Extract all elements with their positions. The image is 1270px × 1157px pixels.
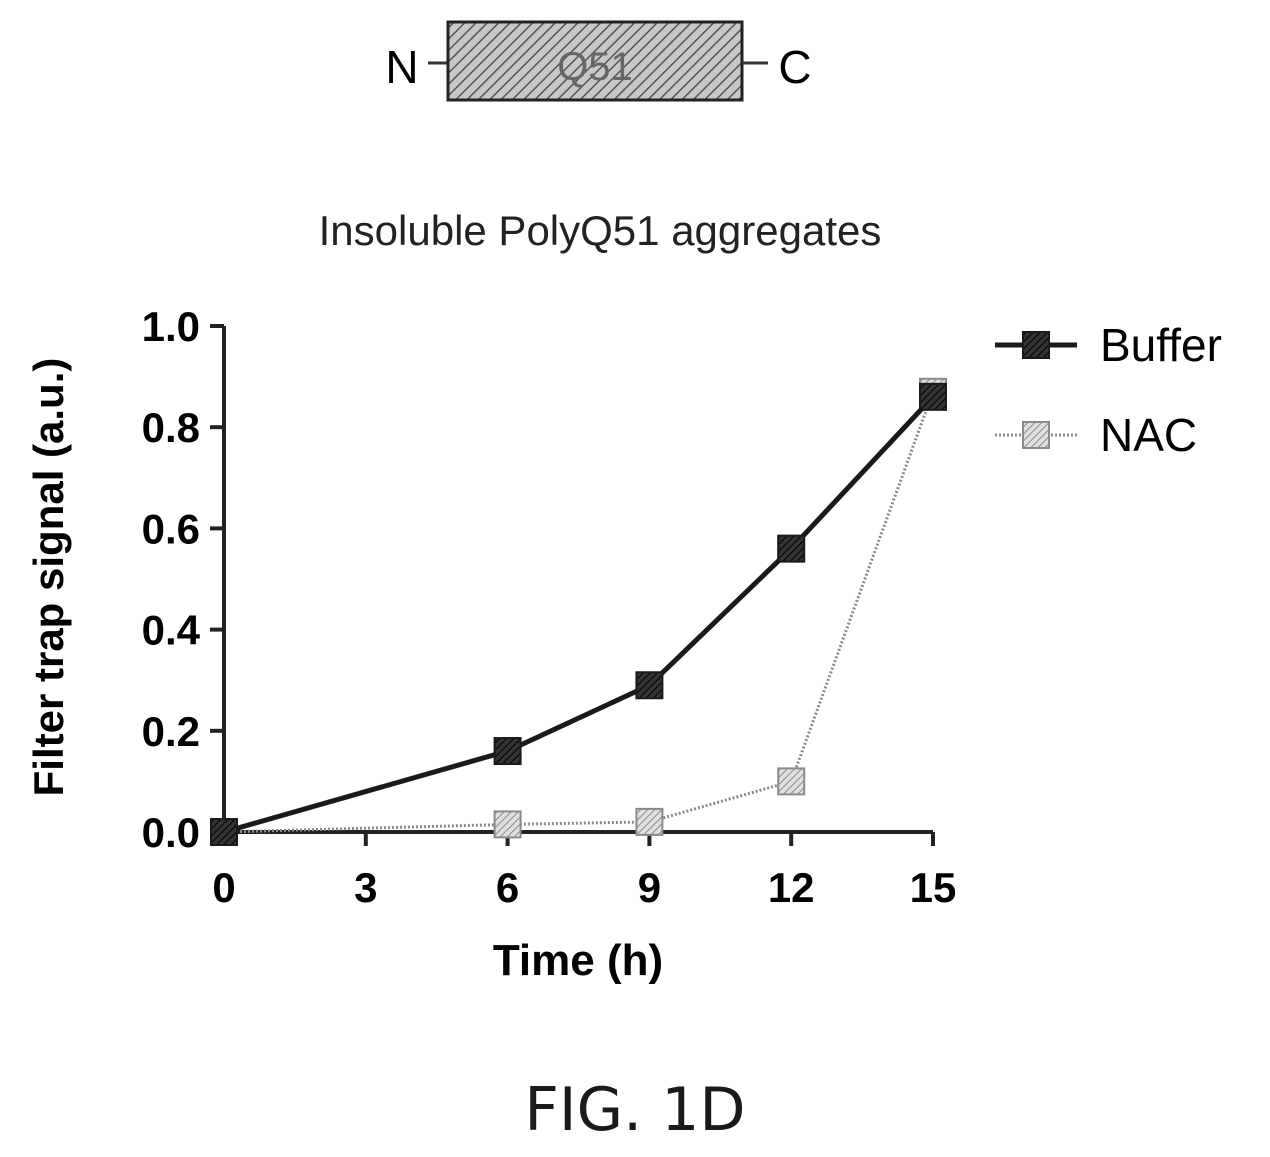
- data-point-buffer: [493, 737, 522, 766]
- series-line-buffer: [223, 395, 935, 835]
- data-point-buffer: [777, 534, 806, 563]
- y-tick-label: 0.6: [142, 505, 200, 552]
- y-tick-label: 1.0: [142, 303, 200, 350]
- construct-box: [446, 20, 744, 102]
- x-tick-label: 0: [212, 864, 235, 911]
- x-tick-label: 3: [354, 864, 377, 911]
- y-ticks: 0.0 0.2 0.4 0.6 0.8 1.0: [142, 303, 224, 856]
- y-axis-label: Filter trap signal (a.u.): [25, 358, 72, 797]
- chart-title: Insoluble PolyQ51 aggregates: [319, 207, 882, 254]
- data-point-buffer: [919, 382, 947, 411]
- x-ticks: 0 3 6 9 12 15: [212, 832, 956, 911]
- construct-diagram: N Q51 C: [385, 20, 812, 102]
- y-tick-label: 0.8: [142, 404, 200, 451]
- y-tick-label: 0.4: [142, 607, 201, 654]
- data-point-buffer: [635, 671, 664, 700]
- figure: N Q51 C Insoluble PolyQ51 aggregates Fil…: [25, 20, 1222, 985]
- legend-label-nac: NAC: [1100, 409, 1197, 461]
- chart: Insoluble PolyQ51 aggregates Filter trap…: [25, 207, 1222, 985]
- series-layer: [210, 377, 947, 846]
- legend-marker-nac: [1022, 421, 1050, 449]
- data-point-buffer: [210, 818, 238, 846]
- x-tick-label: 15: [910, 864, 957, 911]
- data-point-nac: [635, 807, 664, 836]
- x-tick-label: 9: [638, 864, 661, 911]
- y-tick-label: 0.0: [142, 809, 200, 856]
- y-tick-label: 0.2: [142, 708, 200, 755]
- construct-c-label: C: [778, 41, 811, 93]
- x-tick-label: 6: [496, 864, 519, 911]
- series-line-nac: [223, 391, 935, 834]
- construct-box-label: Q51: [557, 45, 633, 89]
- data-point-nac: [777, 767, 806, 796]
- x-axis-label: Time (h): [493, 936, 663, 985]
- legend-marker-buffer: [1022, 331, 1050, 359]
- construct-n-label: N: [385, 41, 418, 93]
- x-tick-label: 12: [768, 864, 815, 911]
- figure-caption: FIG. 1D: [524, 1075, 746, 1145]
- legend-label-buffer: Buffer: [1100, 319, 1222, 371]
- legend: Buffer NAC: [995, 319, 1222, 461]
- data-point-nac: [493, 810, 522, 839]
